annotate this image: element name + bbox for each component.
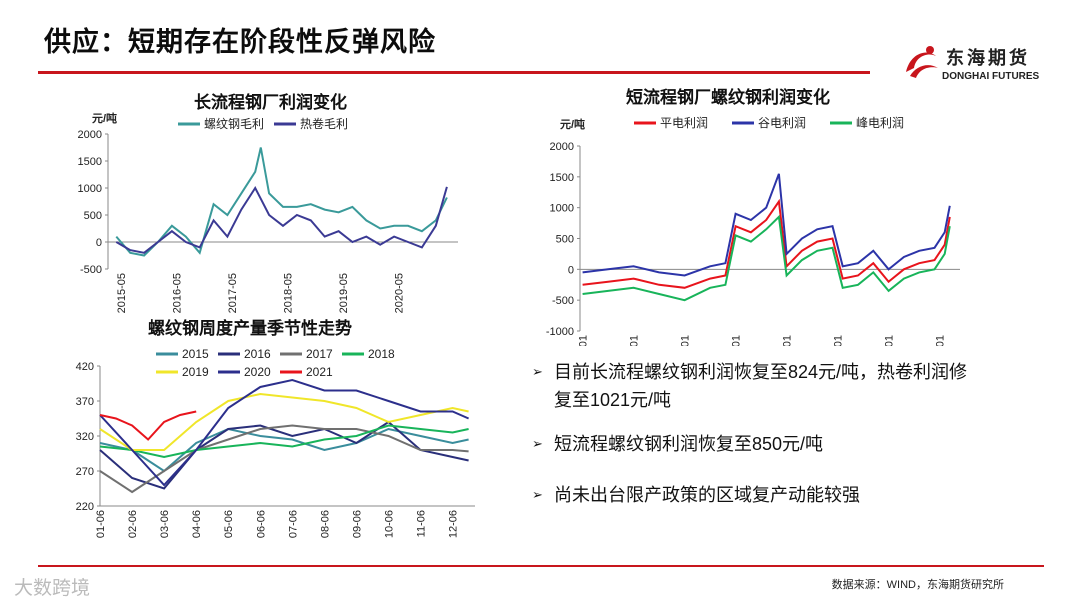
x-tick-label: 2014-01 [578, 335, 590, 346]
legend-label: 2021 [306, 365, 333, 379]
series-line [99, 424, 469, 494]
y-tick-label: 420 [76, 361, 94, 373]
y-tick-label: -500 [552, 295, 574, 307]
y-tick-label: 1000 [78, 183, 102, 195]
legend-label: 峰电利润 [856, 116, 904, 130]
bullet-text: 目前长流程螺纹钢利润恢复至824元/吨，热卷利润修复至1021元/吨 [554, 362, 968, 410]
x-tick-label: 2017-01 [731, 335, 743, 346]
x-tick-label: 11-06 [416, 510, 428, 537]
x-tick-label: 2020-01 [884, 335, 896, 346]
y-tick-label: 370 [76, 396, 94, 408]
y-tick-label: 1500 [550, 172, 574, 184]
series-line [115, 186, 448, 254]
x-tick-label: 05-06 [223, 510, 235, 538]
x-tick-label: 2019-05 [338, 273, 350, 313]
bullet-text: 短流程螺纹钢利润恢复至850元/吨 [554, 434, 824, 454]
chart2-title: 短流程钢厂螺纹钢利润变化 [626, 88, 830, 107]
series-line [582, 214, 951, 302]
bullet-item: ➢ 尚未出台限产政策的区域复产动能较强 [532, 481, 984, 509]
x-tick-label: 02-06 [127, 510, 139, 538]
footer-divider [38, 565, 1044, 567]
watermark: 大数跨境 [14, 578, 91, 599]
y-tick-label: 2000 [550, 141, 574, 153]
x-tick-label: 06-06 [255, 510, 267, 538]
x-tick-label: 2018-05 [282, 273, 294, 313]
y-tick-label: 0 [568, 264, 574, 276]
y-tick-label: 500 [556, 234, 574, 246]
legend-label: 螺纹钢毛利 [204, 117, 264, 131]
legend-label: 2019 [182, 365, 209, 379]
y-tick-label: -500 [80, 264, 102, 276]
x-tick-label: 2016-05 [171, 273, 183, 313]
long-process-profit-chart: -500 0 500 1000 1500 2000 2015-05 2016-05 2017-0… [78, 111, 458, 313]
x-tick-label: 2018-01 [782, 335, 794, 346]
x-tick-label: 08-06 [319, 510, 331, 538]
x-tick-label: 09-06 [351, 510, 363, 538]
logo-name-cn: 东海期货 [946, 48, 1030, 68]
legend-label: 2017 [306, 347, 333, 361]
x-tick-label: 07-06 [287, 510, 299, 538]
rebar-weekly-output-chart: 220 270 320 370 420 01-06 02-06 03-06 04-06 05-06… [76, 347, 475, 538]
series-line [99, 378, 470, 487]
y-tick-label: 320 [76, 431, 94, 443]
legend-label: 热卷毛利 [300, 116, 348, 131]
legend-label: 平电利润 [660, 116, 708, 130]
legend-label: 2018 [368, 347, 395, 361]
x-tick-label: 03-06 [159, 510, 171, 538]
y-tick-label: 270 [76, 466, 94, 478]
arrow-bullet-icon: ➢ [532, 487, 543, 502]
bullet-item: ➢ 短流程螺纹钢利润恢复至850元/吨 [532, 430, 984, 458]
series-line [582, 173, 951, 277]
x-tick-label: 10-06 [383, 510, 395, 538]
legend-label: 2015 [182, 347, 209, 361]
wave-logo-icon [906, 46, 938, 78]
y-tick-label: -1000 [546, 326, 574, 338]
bullet-item: ➢ 目前长流程螺纹钢利润恢复至824元/吨，热卷利润修复至1021元/吨 [532, 358, 984, 414]
chart1-title: 长流程钢厂利润变化 [194, 93, 347, 112]
title-underline [38, 71, 870, 74]
page-title: 供应：短期存在阶段性反弹风险 [44, 27, 436, 57]
logo-name-en: DONGHAI FUTURES [942, 71, 1040, 82]
series-line [99, 392, 469, 451]
y-tick-label: 220 [76, 501, 94, 513]
legend-label: 谷电利润 [758, 116, 806, 130]
short-process-profit-chart: -1000 -500 0 500 1000 1500 2000 2014-01 2015-01 2… [546, 116, 960, 346]
data-source-note: 数据来源：WIND，东海期货研究所 [831, 579, 1004, 591]
arrow-bullet-icon: ➢ [532, 436, 543, 451]
series-line [99, 410, 197, 441]
legend-label: 2016 [244, 347, 271, 361]
x-tick-label: 2020-05 [394, 273, 406, 313]
y-tick-label: 1500 [78, 156, 102, 168]
legend-label: 2020 [244, 365, 271, 379]
y-tick-label: 500 [84, 210, 102, 222]
bullet-text: 尚未出台限产政策的区域复产动能较强 [554, 485, 860, 505]
y-axis-label: 元/吨 [92, 111, 117, 125]
x-tick-label: 2016-01 [680, 335, 692, 346]
x-tick-label: 01-06 [95, 510, 107, 538]
x-tick-label: 2021-01 [935, 335, 947, 346]
company-logo [900, 42, 942, 84]
x-tick-label: 2017-05 [227, 273, 239, 313]
series-line [115, 147, 448, 257]
x-tick-label: 2019-01 [833, 335, 845, 346]
y-tick-label: 2000 [78, 129, 102, 141]
y-axis-label: 元/吨 [560, 117, 585, 131]
y-tick-label: 1000 [550, 203, 574, 215]
x-tick-label: 04-06 [191, 510, 203, 538]
series-line [99, 424, 469, 459]
arrow-bullet-icon: ➢ [532, 364, 543, 379]
series-line [582, 198, 951, 289]
x-tick-label: 2015-05 [116, 273, 128, 313]
y-tick-label: 0 [96, 237, 102, 249]
chart3-title: 螺纹钢周度产量季节性走势 [148, 319, 352, 338]
x-tick-label: 2015-01 [629, 335, 641, 346]
x-tick-label: 12-06 [448, 510, 460, 538]
